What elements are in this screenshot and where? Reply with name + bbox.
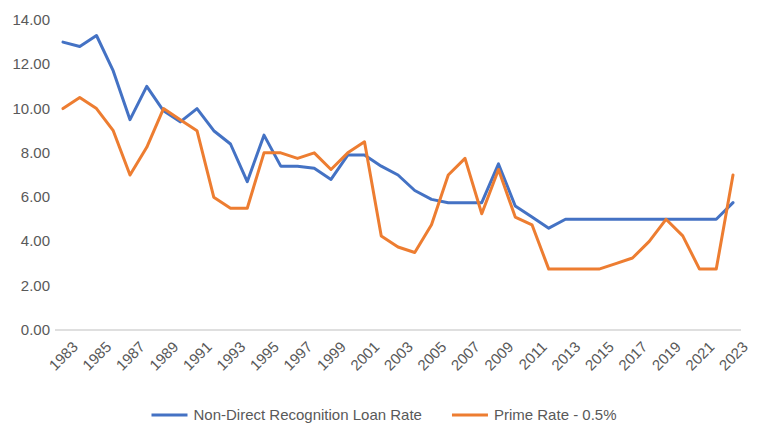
legend-label: Non-Direct Recognition Loan Rate [193,406,421,423]
x-axis-line [55,330,741,331]
x-tick-label: 2013 [548,338,584,374]
x-tick-label: 2009 [481,338,517,374]
y-tick-label: 6.00 [21,188,50,205]
y-tick-label: 12.00 [12,55,50,72]
x-tick-label: 1989 [146,338,182,374]
series-line [63,98,733,270]
legend-swatch [452,414,488,417]
y-tick-label: 2.00 [21,277,50,294]
y-tick-label: 0.00 [21,321,50,338]
x-tick-label: 1995 [246,338,282,374]
x-tick-label: 2007 [447,338,483,374]
series-line [63,36,733,229]
plot-area [63,36,733,270]
x-tick-label: 1983 [45,338,81,374]
y-tick-label: 14.00 [12,11,50,28]
x-tick-label: 2001 [347,338,383,374]
legend-label: Prime Rate - 0.5% [494,406,617,423]
x-tick-label: 2003 [380,338,416,374]
y-tick-label: 8.00 [21,144,50,161]
x-tick-label: 2023 [715,338,751,374]
x-tick-label: 1991 [179,338,215,374]
x-tick-label: 1993 [213,338,249,374]
x-tick-label: 1997 [280,338,316,374]
x-tick-label: 2021 [682,338,718,374]
x-tick-label: 1999 [313,338,349,374]
x-tick-label: 2019 [648,338,684,374]
y-tick-label: 4.00 [21,232,50,249]
x-tick-label: 2011 [515,338,550,373]
x-tick-label: 2005 [414,338,450,374]
x-tick-label: 1985 [79,338,115,374]
x-tick-label: 1987 [112,338,148,374]
x-tick-label: 2015 [581,338,617,374]
legend: Non-Direct Recognition Loan Rate Prime Ra… [151,406,616,423]
chart: 0.002.004.006.008.0010.0012.0014.0019831… [0,0,768,443]
y-tick-label: 10.00 [12,100,50,117]
legend-swatch [151,414,187,417]
x-tick-label: 2017 [615,338,651,374]
